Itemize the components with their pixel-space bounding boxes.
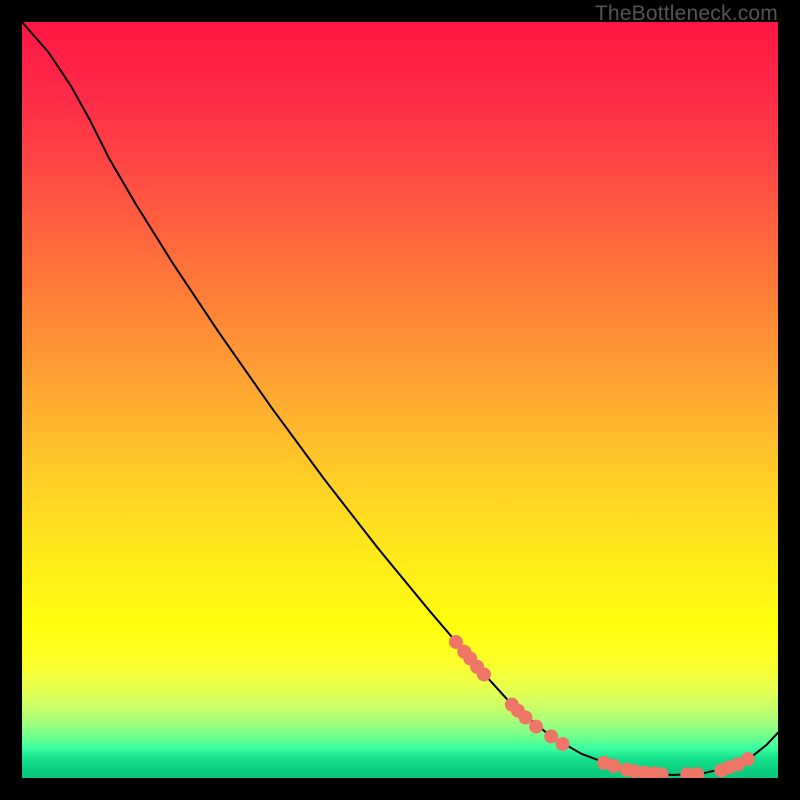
data-marker (530, 720, 543, 733)
data-marker (691, 768, 704, 778)
data-marker (655, 768, 668, 778)
chart-frame: TheBottleneck.com (0, 0, 800, 800)
data-marker (741, 753, 754, 766)
chart-svg (22, 22, 778, 778)
plot-area (22, 22, 778, 778)
data-marker (477, 668, 490, 681)
data-marker (545, 730, 558, 743)
watermark-text: TheBottleneck.com (595, 2, 778, 26)
markers-group (449, 635, 754, 778)
data-marker (607, 759, 620, 772)
bottleneck-curve (22, 22, 778, 775)
data-marker (556, 737, 569, 750)
data-marker (519, 711, 532, 724)
